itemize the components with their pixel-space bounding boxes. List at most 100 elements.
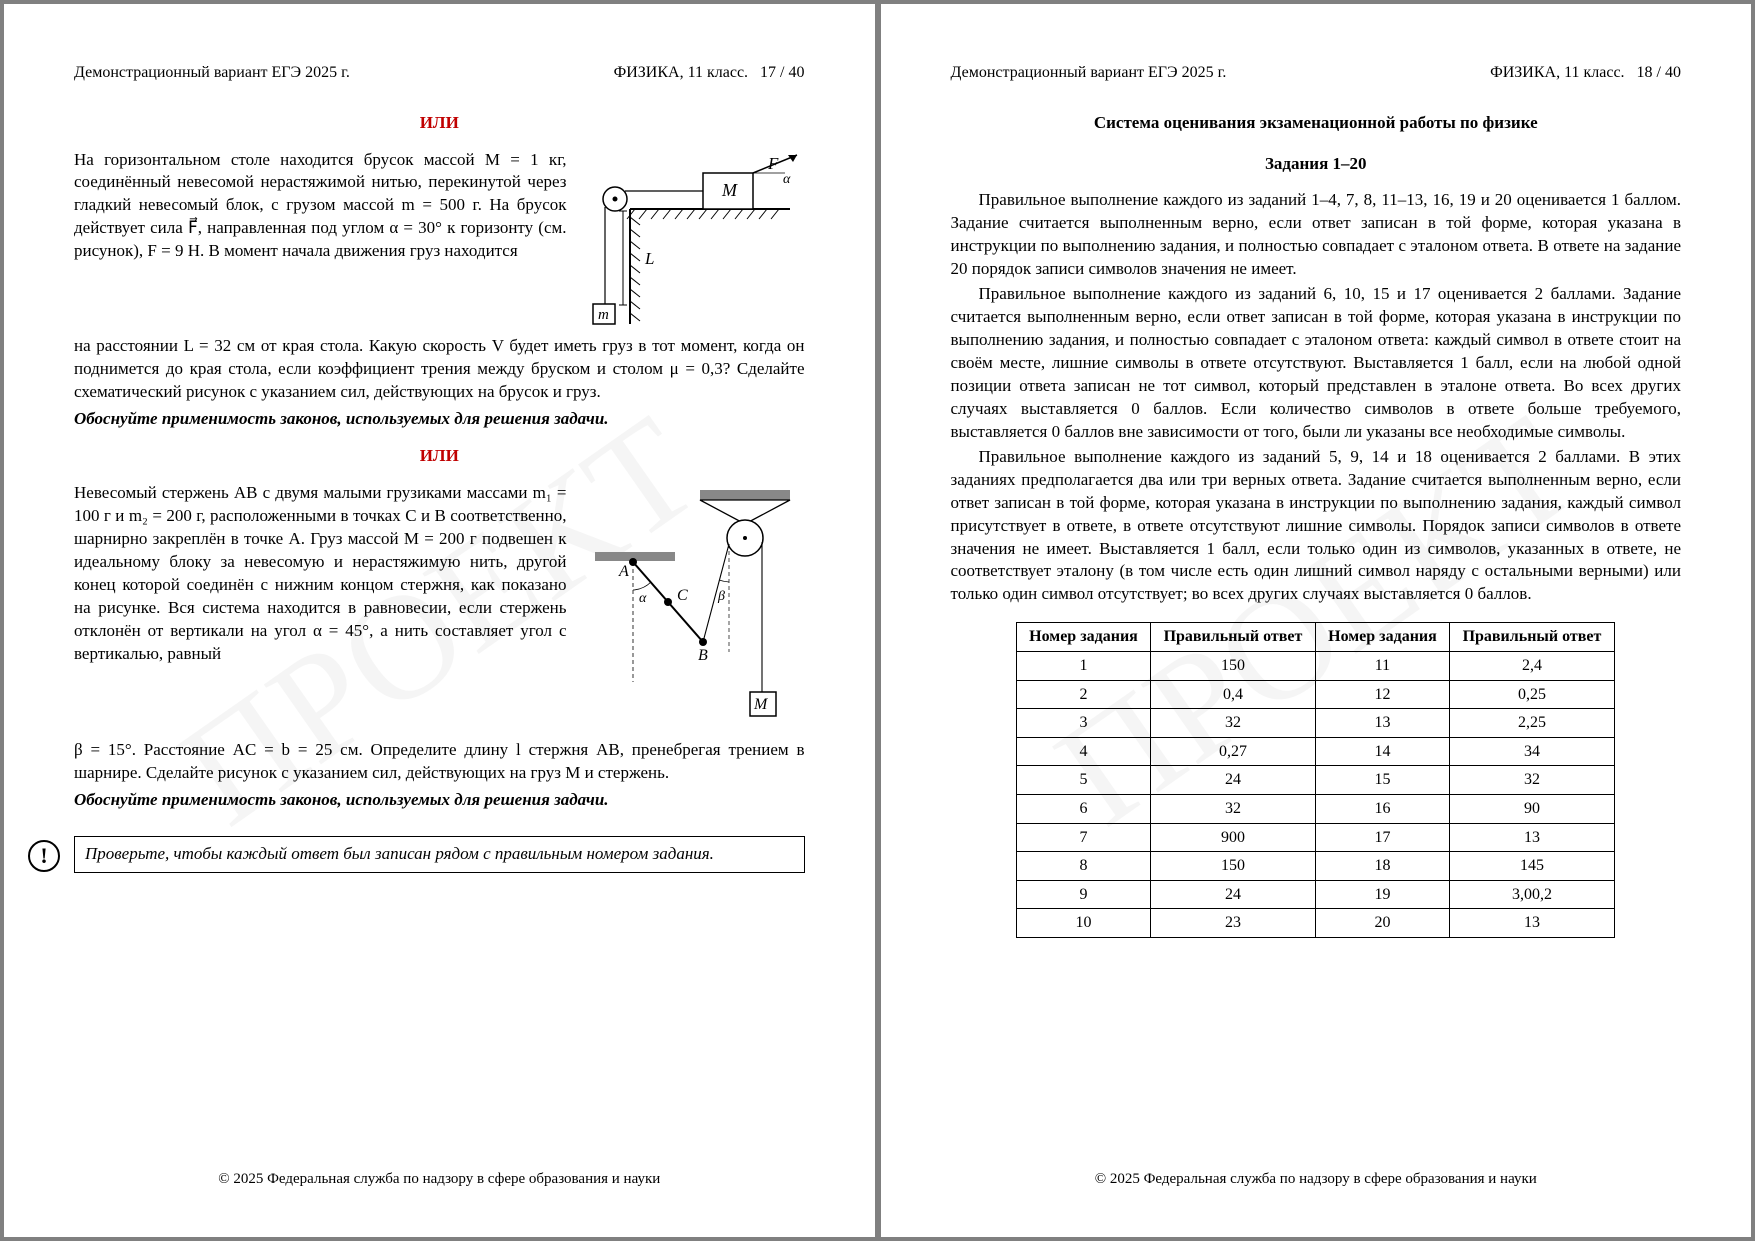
header-subject: ФИЗИКА, 11 класс. <box>1490 64 1624 81</box>
table-row: 815018145 <box>1017 852 1615 881</box>
table-cell: 15 <box>1316 766 1449 795</box>
paragraph-3: Правильное выполнение каждого из заданий… <box>951 446 1682 607</box>
table-cell: 900 <box>1150 823 1316 852</box>
header-left: Демонстрационный вариант ЕГЭ 2025 г. <box>74 62 350 84</box>
table-cell: 34 <box>1449 737 1615 766</box>
header-right: ФИЗИКА, 11 класс. 18 / 40 <box>1490 62 1681 84</box>
check-text: Проверьте, чтобы каждый ответ был записа… <box>74 836 805 873</box>
paragraph-2: Правильное выполнение каждого из заданий… <box>951 283 1682 444</box>
fig1-F: F⃗ <box>767 154 792 173</box>
table-cell: 13 <box>1449 909 1615 938</box>
table-cell: 3,00,2 <box>1449 880 1615 909</box>
paragraph-1: Правильное выполнение каждого из заданий… <box>951 189 1682 281</box>
separator-or-2: ИЛИ <box>74 445 805 468</box>
table-row: 6321690 <box>1017 794 1615 823</box>
header-subject: ФИЗИКА, 11 класс. <box>614 64 748 81</box>
table-row: 40,271434 <box>1017 737 1615 766</box>
fig1-M: M <box>721 180 738 200</box>
table-cell: 13 <box>1449 823 1615 852</box>
table-cell: 18 <box>1316 852 1449 881</box>
header-left: Демонстрационный вариант ЕГЭ 2025 г. <box>951 62 1227 84</box>
justify-1: Обоснуйте применимость законов, использу… <box>74 408 805 431</box>
fig1-L: L <box>644 249 654 268</box>
fig1-alpha: α <box>783 172 791 187</box>
table-row: 20,4120,25 <box>1017 680 1615 709</box>
table-cell: 145 <box>1449 852 1615 881</box>
figure-1: M m L <box>585 149 805 336</box>
th-ans-1: Правильный ответ <box>1150 623 1316 652</box>
page-header: Демонстрационный вариант ЕГЭ 2025 г. ФИЗ… <box>951 62 1682 84</box>
task-1-text-b: на расстоянии L = 32 см от края стола. К… <box>74 335 805 404</box>
table-cell: 20 <box>1316 909 1449 938</box>
table-cell: 0,4 <box>1150 680 1316 709</box>
table-cell: 24 <box>1150 880 1316 909</box>
table-cell: 90 <box>1449 794 1615 823</box>
task-2-block: Невесомый стержень AB с двумя малыми гру… <box>74 482 805 739</box>
header-pagenum: 18 / 40 <box>1637 64 1681 81</box>
table-cell: 16 <box>1316 794 1449 823</box>
table-row: 5241532 <box>1017 766 1615 795</box>
table-cell: 5 <box>1017 766 1150 795</box>
answers-table: Номер задания Правильный ответ Номер зад… <box>1016 622 1615 938</box>
task-2-text-a: Невесомый стержень AB с двумя малыми гру… <box>74 482 567 735</box>
table-cell: 150 <box>1150 651 1316 680</box>
table-row: 332132,25 <box>1017 709 1615 738</box>
table-cell: 19 <box>1316 880 1449 909</box>
table-cell: 14 <box>1316 737 1449 766</box>
table-cell: 2,25 <box>1449 709 1615 738</box>
table-row: 79001713 <box>1017 823 1615 852</box>
table-cell: 0,27 <box>1150 737 1316 766</box>
page-footer: © 2025 Федеральная служба по надзору в с… <box>4 1169 875 1189</box>
task-2-text-b: β = 15°. Расстояние AC = b = 25 см. Опре… <box>74 739 805 785</box>
table-row: 1150112,4 <box>1017 651 1615 680</box>
th-num-2: Номер задания <box>1316 623 1449 652</box>
header-pagenum: 17 / 40 <box>760 64 804 81</box>
table-cell: 4 <box>1017 737 1150 766</box>
table-cell: 10 <box>1017 909 1150 938</box>
separator-or-1: ИЛИ <box>74 112 805 135</box>
fig2-C: C <box>677 587 688 604</box>
justify-2: Обоснуйте применимость законов, использу… <box>74 789 805 812</box>
table-cell: 2 <box>1017 680 1150 709</box>
table-cell: 32 <box>1150 794 1316 823</box>
table-cell: 2,4 <box>1449 651 1615 680</box>
page-header: Демонстрационный вариант ЕГЭ 2025 г. ФИЗ… <box>74 62 805 84</box>
table-cell: 32 <box>1449 766 1615 795</box>
fig2-M: M <box>753 696 769 713</box>
page-title: Система оценивания экзаменационной работ… <box>951 112 1682 135</box>
fig1-m: m <box>598 307 609 323</box>
table-cell: 150 <box>1150 852 1316 881</box>
table-cell: 0,25 <box>1449 680 1615 709</box>
table-cell: 13 <box>1316 709 1449 738</box>
exclamation-icon: ! <box>28 840 60 872</box>
table-cell: 1 <box>1017 651 1150 680</box>
page-footer: © 2025 Федеральная служба по надзору в с… <box>881 1169 1752 1189</box>
table-cell: 9 <box>1017 880 1150 909</box>
section-subtitle: Задания 1–20 <box>951 153 1682 176</box>
table-cell: 32 <box>1150 709 1316 738</box>
fig2-B: B <box>698 647 708 664</box>
table-cell: 23 <box>1150 909 1316 938</box>
figure-2: M A C B α <box>585 482 805 739</box>
page-17: ПРОЕКТ Демонстрационный вариант ЕГЭ 2025… <box>4 4 875 1237</box>
header-right: ФИЗИКА, 11 класс. 17 / 40 <box>614 62 805 84</box>
page-content: Демонстрационный вариант ЕГЭ 2025 г. ФИЗ… <box>951 62 1682 938</box>
table-cell: 7 <box>1017 823 1150 852</box>
table-cell: 8 <box>1017 852 1150 881</box>
task-1-block: На горизонтальном столе находится брусок… <box>74 149 805 336</box>
table-cell: 11 <box>1316 651 1449 680</box>
page-content: Демонстрационный вариант ЕГЭ 2025 г. ФИЗ… <box>74 62 805 873</box>
task-1-text-a: На горизонтальном столе находится брусок… <box>74 149 567 332</box>
th-num-1: Номер задания <box>1017 623 1150 652</box>
fig2-beta: β <box>717 589 725 604</box>
table-cell: 12 <box>1316 680 1449 709</box>
check-reminder: ! Проверьте, чтобы каждый ответ был запи… <box>74 836 805 873</box>
table-cell: 3 <box>1017 709 1150 738</box>
fig2-alpha: α <box>639 591 647 606</box>
table-cell: 17 <box>1316 823 1449 852</box>
table-row: 10232013 <box>1017 909 1615 938</box>
th-ans-2: Правильный ответ <box>1449 623 1615 652</box>
fig2-A: A <box>618 563 629 580</box>
table-cell: 24 <box>1150 766 1316 795</box>
table-cell: 6 <box>1017 794 1150 823</box>
